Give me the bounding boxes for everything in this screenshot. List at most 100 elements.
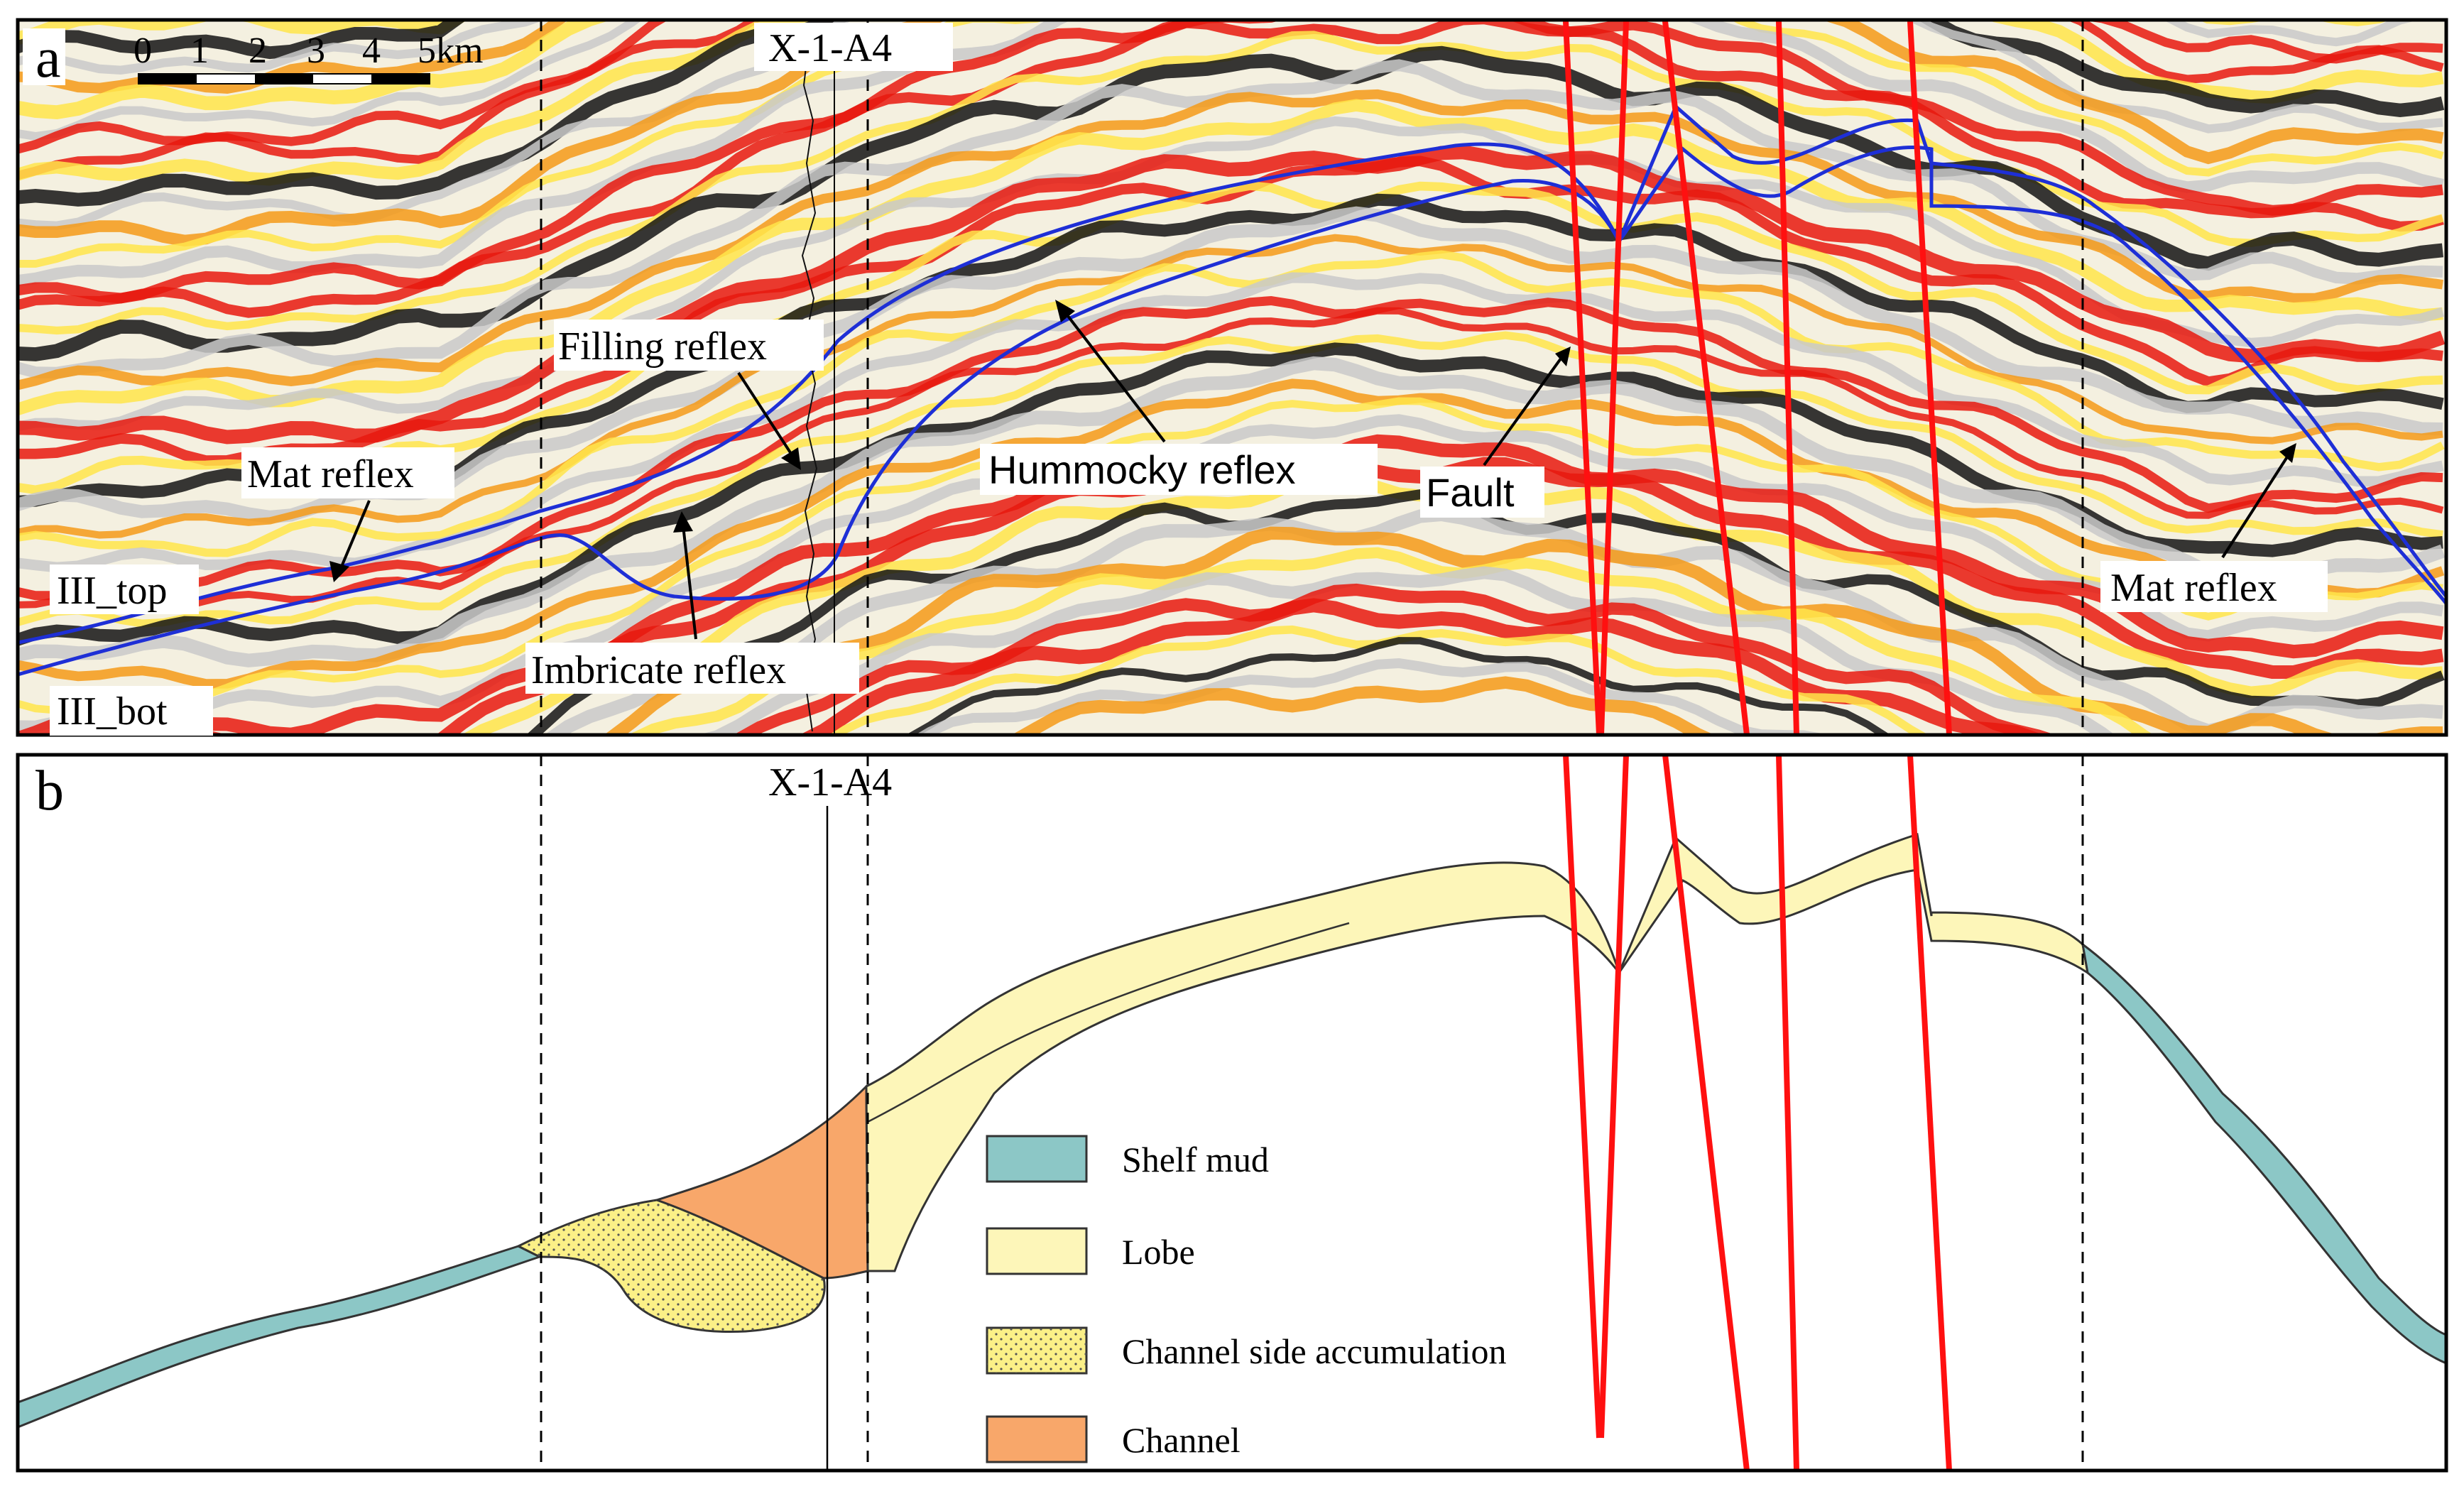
horizon-bot-label-bg xyxy=(50,686,213,736)
faults-b xyxy=(1563,754,1952,1471)
filling-reflex-bg xyxy=(554,320,824,371)
scale-tick-3: 3 xyxy=(307,31,325,71)
panel-b-geology xyxy=(18,833,2446,1429)
legend-swatch-shelf-mud xyxy=(986,1135,1088,1183)
reflector-band xyxy=(18,20,467,45)
reflector-band xyxy=(18,20,2444,268)
reflector-band xyxy=(18,250,2445,557)
reflector-band xyxy=(18,20,545,75)
fault-4 xyxy=(1776,21,1799,736)
scale-tick-0: 0 xyxy=(133,31,152,71)
reflector-band xyxy=(18,20,2445,207)
legend-swatch-channel xyxy=(986,1415,1088,1463)
horizon-top-label: III_top xyxy=(57,569,168,613)
legend-label-channel: Channel xyxy=(1122,1420,1241,1460)
fault-b5 xyxy=(1907,754,1952,1471)
reflector-band xyxy=(18,20,29,21)
fault-arrowhead xyxy=(1555,347,1571,366)
channel-body xyxy=(653,1084,869,1280)
filling-reflex-arrowhead xyxy=(781,447,801,470)
scale-tick-5: 5km xyxy=(418,31,483,71)
annotations-a: Mat reflex Filling reflex Imbricate refl… xyxy=(241,300,2328,694)
reflector-band xyxy=(18,414,2444,732)
panel-b-label: b xyxy=(36,760,64,822)
legend-label-channel-side: Channel side accumulation xyxy=(1122,1331,1507,1371)
fault-5 xyxy=(1907,21,1952,736)
well-log-curve xyxy=(801,49,818,732)
reflector-band xyxy=(18,20,2443,141)
fault-2 xyxy=(1598,21,1629,736)
scale-seg-1 xyxy=(138,74,197,84)
horizon-iii-bot xyxy=(18,146,2446,677)
hummocky-reflex-arrowhead xyxy=(1055,300,1075,322)
fault-1 xyxy=(1563,21,1602,736)
panel-a-label: a xyxy=(36,27,61,89)
scale-tick-4: 4 xyxy=(362,31,381,71)
reflector-band xyxy=(829,625,1929,735)
mat-reflex-right-arrowhead xyxy=(2279,443,2296,463)
fault-b4 xyxy=(1776,754,1799,1471)
mat-reflex-left-arrow xyxy=(338,500,371,572)
fault-b1 xyxy=(1563,754,1602,1439)
fault-b3 xyxy=(1662,754,1750,1471)
panel-a-label-bg xyxy=(23,28,65,85)
scale-tick-2: 2 xyxy=(249,31,267,71)
hummocky-reflex-label: Hummocky reflex xyxy=(988,447,1296,492)
reflector-band xyxy=(18,20,2444,318)
legend-swatch-lobe xyxy=(986,1227,1088,1275)
reflector-band xyxy=(18,20,569,94)
reflector-band xyxy=(915,658,1828,735)
scale-tick-1: 1 xyxy=(190,31,209,71)
reflector-band xyxy=(18,20,2444,186)
reflector-band xyxy=(18,116,2444,432)
reflector-band xyxy=(18,20,2443,231)
reflector-band xyxy=(18,20,2444,287)
legend-swatch-channel-side-pattern xyxy=(987,1328,1086,1373)
horizon-top-label-bg xyxy=(50,564,199,614)
well-label-a: X-1-A4 xyxy=(768,26,892,70)
reflector-band xyxy=(18,234,2443,539)
reflector-band xyxy=(734,583,2056,735)
mat-reflex-left-bg xyxy=(241,447,454,498)
reflector-band xyxy=(18,45,2444,361)
fault-b2 xyxy=(1598,754,1629,1439)
imbricate-reflex-bg xyxy=(525,643,859,694)
reflector-band xyxy=(18,356,2446,667)
fault-bg xyxy=(1420,467,1544,518)
well-label-b: X-1-A4 xyxy=(768,760,892,805)
shelf-mud-right xyxy=(2081,942,2446,1365)
lobe-body xyxy=(865,833,2090,1272)
reflector-band xyxy=(18,397,2443,714)
reflector-band xyxy=(544,507,2443,735)
reflector-band xyxy=(628,547,2384,735)
panel-a: a 0 1 2 3 4 5km X-1-A4 III_top III_bot M… xyxy=(16,18,2448,737)
horizon-bot-label: III_bot xyxy=(57,689,168,733)
mat-reflex-left-label: Mat reflex xyxy=(247,452,414,496)
reflector-band xyxy=(18,181,2443,495)
filling-reflex-label: Filling reflex xyxy=(558,324,767,369)
reflector-band xyxy=(18,156,2443,466)
reflector-band xyxy=(799,598,2043,735)
scale-seg-5 xyxy=(371,74,430,84)
mat-reflex-right-bg xyxy=(2100,561,2328,612)
reflector-band xyxy=(18,307,2444,612)
reflector-band xyxy=(18,20,2443,154)
panel-b: b X-1-A4 Shelf mud Lobe Channel side acc… xyxy=(16,753,2448,1473)
faults-a xyxy=(1563,21,1952,736)
fault-arrow xyxy=(1483,357,1562,467)
reflector-band xyxy=(18,99,2443,416)
reflector-band xyxy=(905,637,1891,735)
well-label-a-bg xyxy=(754,23,953,71)
hummocky-reflex-bg xyxy=(980,444,1378,495)
reflector-band xyxy=(18,89,2443,391)
reflector-band xyxy=(18,20,2444,180)
filling-reflex-arrow xyxy=(737,371,795,459)
panel-b-background xyxy=(18,755,2446,1471)
reflector-band xyxy=(1011,676,1715,735)
mat-reflex-left-arrowhead xyxy=(329,561,349,582)
mat-reflex-right-arrow xyxy=(2221,454,2289,559)
horizons xyxy=(18,103,2446,677)
legend: Shelf mud Lobe Channel side accumulation… xyxy=(986,1135,1507,1463)
reflector-band xyxy=(18,331,2443,628)
